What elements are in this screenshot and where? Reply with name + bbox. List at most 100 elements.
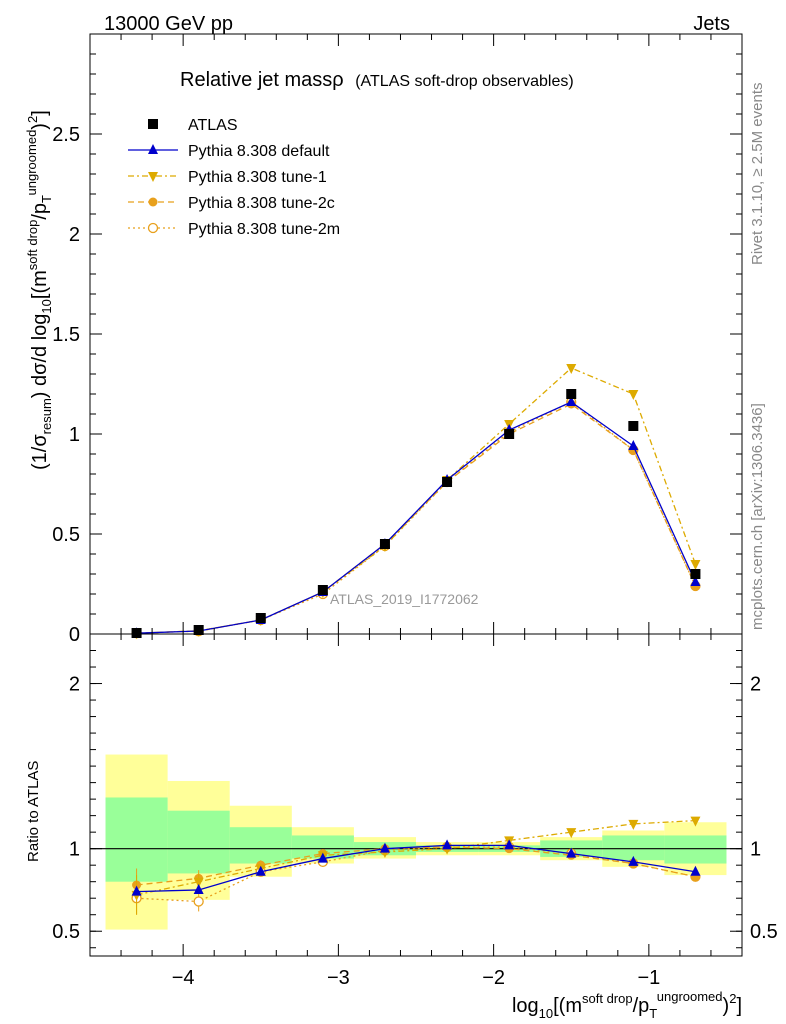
- x-axis-label: log10[(msoft drop/pTungroomed)2]: [512, 989, 742, 1021]
- legend-label-pythia-8-308-tune-1: Pythia 8.308 tune-1: [188, 169, 327, 186]
- x-tick-label: −3: [327, 967, 350, 989]
- y-label-sup3: 2: [25, 116, 40, 123]
- mcplots-label: mcplots.cern.ch [arXiv:1306.3436]: [749, 403, 766, 630]
- ratio-point-pythia-8-308-default: [442, 839, 453, 850]
- ratio-point-pythia-8-308-default: [255, 865, 266, 876]
- legend-label-pythia-8-308-tune-2c: Pythia 8.308 tune-2c: [188, 195, 335, 212]
- data-point-pythia-8-308-tune-1: [628, 390, 639, 400]
- y-label-part1: (1/σ: [29, 434, 51, 470]
- data-point-pythia-8-308-tune-1: [690, 560, 701, 570]
- data-point-atlas: [131, 628, 142, 638]
- energy-label: 13000 GeV pp: [104, 13, 233, 35]
- ratio-point-pythia-8-308-default: [690, 865, 701, 876]
- ratio-line-pythia-8-308-tune-2c: [136, 846, 696, 886]
- y-label-part2: ) dσ/d log: [29, 314, 51, 399]
- legend-marker-pythia-8-308-default: [148, 144, 158, 154]
- ratio-point-pythia-8-308-default: [628, 855, 639, 866]
- data-point-pythia-8-308-tune-1: [566, 364, 577, 374]
- y-label-part3: [(m: [29, 270, 51, 299]
- legend-marker-pythia-8-308-tune-1: [148, 172, 158, 182]
- y-tick-label: 1: [69, 424, 80, 446]
- x-label-part1: log: [512, 995, 539, 1017]
- legend: ATLAS Pythia 8.308 default Pythia 8.308 tu…: [128, 117, 340, 238]
- data-point-atlas: [317, 585, 328, 595]
- x-label-part3: /p: [633, 995, 650, 1017]
- series-line-pythia-8-308-default: [136, 401, 697, 634]
- y-tick-label: 2.5: [52, 124, 80, 146]
- y-tick-label: 2: [69, 224, 80, 246]
- ratio-y-tick-label-right: 1: [750, 839, 761, 861]
- main-series-layer: [131, 364, 701, 640]
- y-label-sub2: 10: [39, 299, 54, 313]
- ratio-point-pythia-8-308-tune-1: [628, 819, 639, 830]
- x-label-sup3: 2: [729, 991, 736, 1006]
- rivet-label: Rivet 3.1.10, ≥ 2.5M events: [749, 83, 766, 266]
- band-green-bin: [664, 835, 727, 864]
- y-label-part6: ]: [29, 110, 51, 116]
- ratio-line-pythia-8-308-tune-2m: [136, 846, 696, 903]
- legend-label-pythia-8-308-tune-2m: Pythia 8.308 tune-2m: [188, 221, 340, 238]
- legend-marker-pythia-8-308-tune-2m: [147, 222, 159, 234]
- legend-marker-pythia-8-308-tune-2c: [148, 197, 158, 207]
- y-label-part5: ): [29, 123, 51, 130]
- ratio-y-tick-label: 2: [69, 674, 80, 696]
- x-tick-label: −4: [172, 967, 195, 989]
- chart-title: Relative jet massρ (ATLAS soft-drop obse…: [180, 69, 574, 91]
- data-point-pythia-8-308-default: [628, 440, 639, 450]
- ratio-y-tick-label: 0.5: [52, 921, 80, 943]
- ratio-y-tick-label: 1: [69, 839, 80, 861]
- ratio-point-pythia-8-308-default: [504, 839, 515, 850]
- data-point-pythia-8-308-default: [690, 576, 701, 586]
- ratio-axes: −4 −3 −2 −1 0.5 0.5 1 1 2 2: [52, 633, 778, 989]
- data-point-atlas: [379, 539, 390, 549]
- category-label: Jets: [693, 13, 730, 35]
- legend-marker-atlas: [148, 119, 158, 129]
- ratio-point-pythia-8-308-default: [193, 883, 204, 894]
- x-label-sub2: T: [649, 1006, 657, 1021]
- data-point-atlas: [442, 477, 453, 487]
- ratio-point-pythia-8-308-default: [566, 847, 577, 858]
- x-label-sub1: 10: [539, 1006, 553, 1021]
- band-green-bin: [229, 827, 292, 864]
- ratio-point-pythia-8-308-default: [379, 842, 390, 853]
- data-point-atlas: [566, 389, 577, 399]
- ratio-point-pythia-8-308-tune-1: [566, 828, 577, 839]
- ratio-point-pythia-8-308-tune-2m: [193, 896, 204, 907]
- legend-label-atlas: ATLAS: [188, 117, 238, 134]
- ratio-y-tick-label-right: 2: [750, 674, 761, 696]
- ratio-bands-layer: [90, 754, 742, 930]
- y-label-sup1: soft drop: [25, 220, 40, 271]
- y-tick-label: 1.5: [52, 324, 80, 346]
- ratio-point-pythia-8-308-default: [317, 852, 328, 863]
- y-tick-label: 0: [69, 624, 80, 646]
- band-green-bin: [105, 797, 168, 882]
- y-label-part4: /p: [29, 203, 51, 220]
- band-green-bin: [167, 810, 230, 874]
- y-label-sup2: ungroomed: [24, 130, 39, 196]
- ratio-point-pythia-8-308-tune-1: [193, 877, 204, 888]
- legend-label-pythia-8-308-default: Pythia 8.308 default: [188, 143, 330, 160]
- data-point-atlas: [504, 429, 515, 439]
- x-label-sup2: ungroomed: [657, 989, 723, 1004]
- y-label-sub3: T: [39, 195, 54, 203]
- x-label-sup1: soft drop: [582, 991, 633, 1006]
- ratio-line-pythia-8-308-default: [136, 844, 696, 893]
- ratio-point-pythia-8-308-tune-1: [690, 816, 701, 827]
- data-point-atlas: [255, 613, 266, 623]
- ratio-series-layer: [131, 816, 701, 915]
- chart-title-sub: (ATLAS soft-drop observables): [355, 73, 573, 90]
- analysis-label: ATLAS_2019_I1772062: [330, 591, 479, 607]
- ratio-panel-frame: [89, 633, 743, 957]
- x-label-part5: ]: [736, 995, 742, 1017]
- data-point-atlas: [628, 421, 639, 431]
- data-point-atlas: [690, 569, 701, 579]
- x-tick-label: −2: [482, 967, 505, 989]
- chart-title-main: Relative jet massρ: [180, 69, 344, 91]
- data-point-atlas: [193, 625, 204, 635]
- ratio-line-pythia-8-308-tune-1: [136, 819, 696, 896]
- x-label-part2: [(m: [553, 995, 582, 1017]
- ratio-y-tick-label-right: 0.5: [750, 921, 778, 943]
- x-tick-label: −1: [637, 967, 660, 989]
- y-label-sub1: resum: [39, 398, 54, 434]
